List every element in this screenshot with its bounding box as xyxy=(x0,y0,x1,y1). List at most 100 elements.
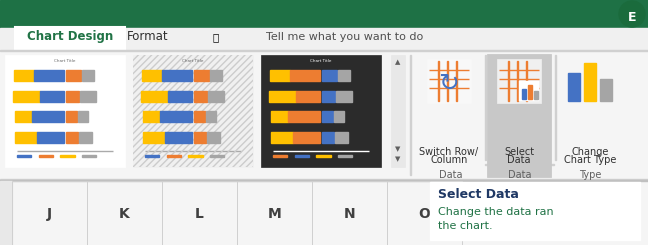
Bar xyxy=(485,164,554,165)
Bar xyxy=(12,181,87,245)
Bar xyxy=(237,181,312,245)
Bar xyxy=(429,70,469,71)
Text: J: J xyxy=(47,207,52,221)
Bar xyxy=(40,91,64,102)
Bar xyxy=(534,91,538,99)
Bar xyxy=(391,55,405,167)
Bar xyxy=(0,181,12,245)
Bar xyxy=(288,111,320,122)
Bar xyxy=(336,91,352,102)
Text: O: O xyxy=(419,207,430,221)
Bar xyxy=(32,111,64,122)
Text: ▼: ▼ xyxy=(395,156,400,162)
Text: Change: Change xyxy=(572,147,608,157)
Bar xyxy=(143,111,159,122)
Bar xyxy=(568,73,580,101)
Bar xyxy=(0,181,648,245)
Bar xyxy=(269,91,296,102)
Bar xyxy=(0,0,648,28)
Bar xyxy=(78,111,87,122)
Text: K: K xyxy=(119,207,130,221)
Bar xyxy=(522,89,526,99)
Bar xyxy=(194,111,205,122)
Bar xyxy=(207,132,220,143)
Text: N: N xyxy=(343,207,355,221)
Text: Change the data ran: Change the data ran xyxy=(438,207,553,217)
Bar xyxy=(338,155,353,158)
Bar xyxy=(15,27,125,51)
Bar xyxy=(194,70,209,81)
Bar xyxy=(141,91,168,102)
Bar xyxy=(66,70,81,81)
Text: Column: Column xyxy=(430,155,468,165)
Bar xyxy=(0,179,648,180)
Bar xyxy=(334,111,343,122)
Bar xyxy=(293,132,320,143)
Bar xyxy=(167,155,181,158)
Bar xyxy=(162,181,237,245)
Text: the chart.: the chart. xyxy=(438,221,492,231)
Bar xyxy=(133,55,253,167)
Bar xyxy=(159,111,192,122)
Bar xyxy=(584,63,596,101)
Bar xyxy=(66,91,79,102)
Text: E: E xyxy=(628,12,636,24)
Bar xyxy=(162,70,192,81)
Text: ▼: ▼ xyxy=(395,146,400,152)
Bar xyxy=(0,28,648,50)
Bar xyxy=(272,111,288,122)
Bar xyxy=(210,70,222,81)
Bar xyxy=(410,55,411,175)
Bar xyxy=(272,132,293,143)
Bar xyxy=(206,111,216,122)
Bar xyxy=(488,55,550,176)
Bar xyxy=(87,181,162,245)
Bar xyxy=(322,111,333,122)
Text: Data: Data xyxy=(508,170,532,180)
Text: Chart Title: Chart Title xyxy=(310,59,332,63)
Bar xyxy=(133,55,253,167)
Bar xyxy=(80,91,96,102)
Bar xyxy=(188,155,203,158)
Bar xyxy=(194,91,207,102)
Bar xyxy=(316,155,330,158)
Bar xyxy=(322,70,337,81)
Circle shape xyxy=(619,1,645,27)
Bar xyxy=(0,50,648,180)
Text: Tell me what you want to do: Tell me what you want to do xyxy=(266,32,424,42)
Bar xyxy=(335,132,348,143)
Text: Data: Data xyxy=(439,170,462,180)
Bar xyxy=(261,55,381,167)
Bar xyxy=(322,132,334,143)
Bar xyxy=(145,155,159,158)
Bar xyxy=(295,155,309,158)
Text: M: M xyxy=(268,207,281,221)
Text: ↻: ↻ xyxy=(439,72,459,96)
Bar xyxy=(290,70,320,81)
Bar xyxy=(82,70,94,81)
Text: Chart Title: Chart Title xyxy=(182,59,203,63)
Bar xyxy=(427,59,471,103)
Bar xyxy=(600,79,612,101)
Bar xyxy=(497,59,541,103)
Text: Chart Design: Chart Design xyxy=(27,30,113,44)
Bar xyxy=(312,181,387,245)
Bar xyxy=(208,91,224,102)
Bar xyxy=(0,50,648,51)
Text: Data: Data xyxy=(507,155,531,165)
Text: Chart Title: Chart Title xyxy=(54,59,76,63)
Bar xyxy=(5,55,125,167)
Bar xyxy=(194,132,206,143)
Text: L: L xyxy=(195,207,204,221)
Bar xyxy=(485,55,486,160)
Bar xyxy=(16,132,37,143)
Bar xyxy=(519,81,539,101)
Bar xyxy=(34,70,64,81)
Bar xyxy=(14,70,34,81)
Text: Select: Select xyxy=(504,147,534,157)
Text: Chart Type: Chart Type xyxy=(564,155,616,165)
Bar xyxy=(82,155,96,158)
Bar xyxy=(165,132,192,143)
Bar xyxy=(296,91,320,102)
Bar xyxy=(60,155,75,158)
